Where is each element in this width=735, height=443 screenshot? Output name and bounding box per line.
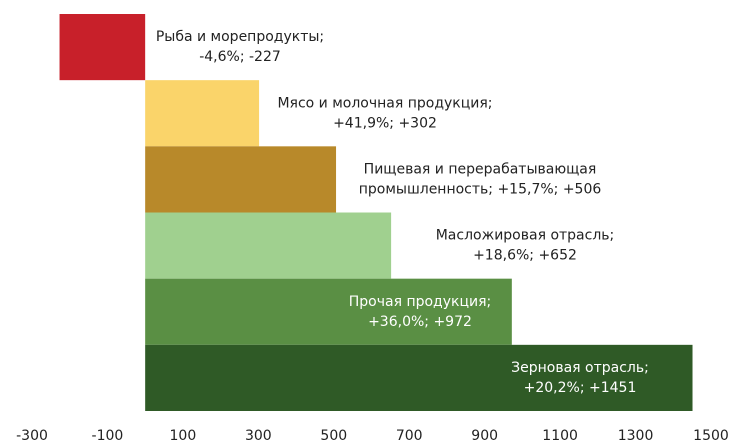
bar [59,14,146,81]
bar-label: Мясо и молочная продукция; [277,95,492,111]
bar [145,80,260,147]
bar-label: +20,2%; +1451 [524,380,637,396]
bar [145,146,337,213]
bar-label: Прочая продукция; [349,294,492,310]
bar-label: +18,6%; +652 [473,248,577,264]
x-tick-label: 300 [245,428,272,443]
x-tick-label: 100 [170,428,197,443]
x-tick-label: -300 [16,428,48,443]
bar-label: Масложировая отрасль; [436,228,615,244]
bar [145,344,693,411]
x-tick-label: 900 [471,428,498,443]
bar-label: промышленность; +15,7%; +506 [359,181,602,197]
x-tick-label: 500 [320,428,347,443]
bar-label: +41,9%; +302 [333,115,437,131]
bar-label: -4,6%; -227 [199,49,281,65]
x-tick-label: -100 [92,428,124,443]
bar-label: +36,0%; +972 [368,314,472,330]
x-tick-label: 1500 [693,428,729,443]
x-tick-label: 700 [396,428,423,443]
x-tick-label: 1300 [618,428,654,443]
bar-label: Пищевая и перерабатывающая [364,161,597,177]
x-tick-label: 1100 [542,428,578,443]
bar-label: Рыба и морепродукты; [156,29,324,45]
bar [145,278,512,345]
bar-label: Зерновая отрасль; [511,360,649,376]
bar [145,212,392,279]
